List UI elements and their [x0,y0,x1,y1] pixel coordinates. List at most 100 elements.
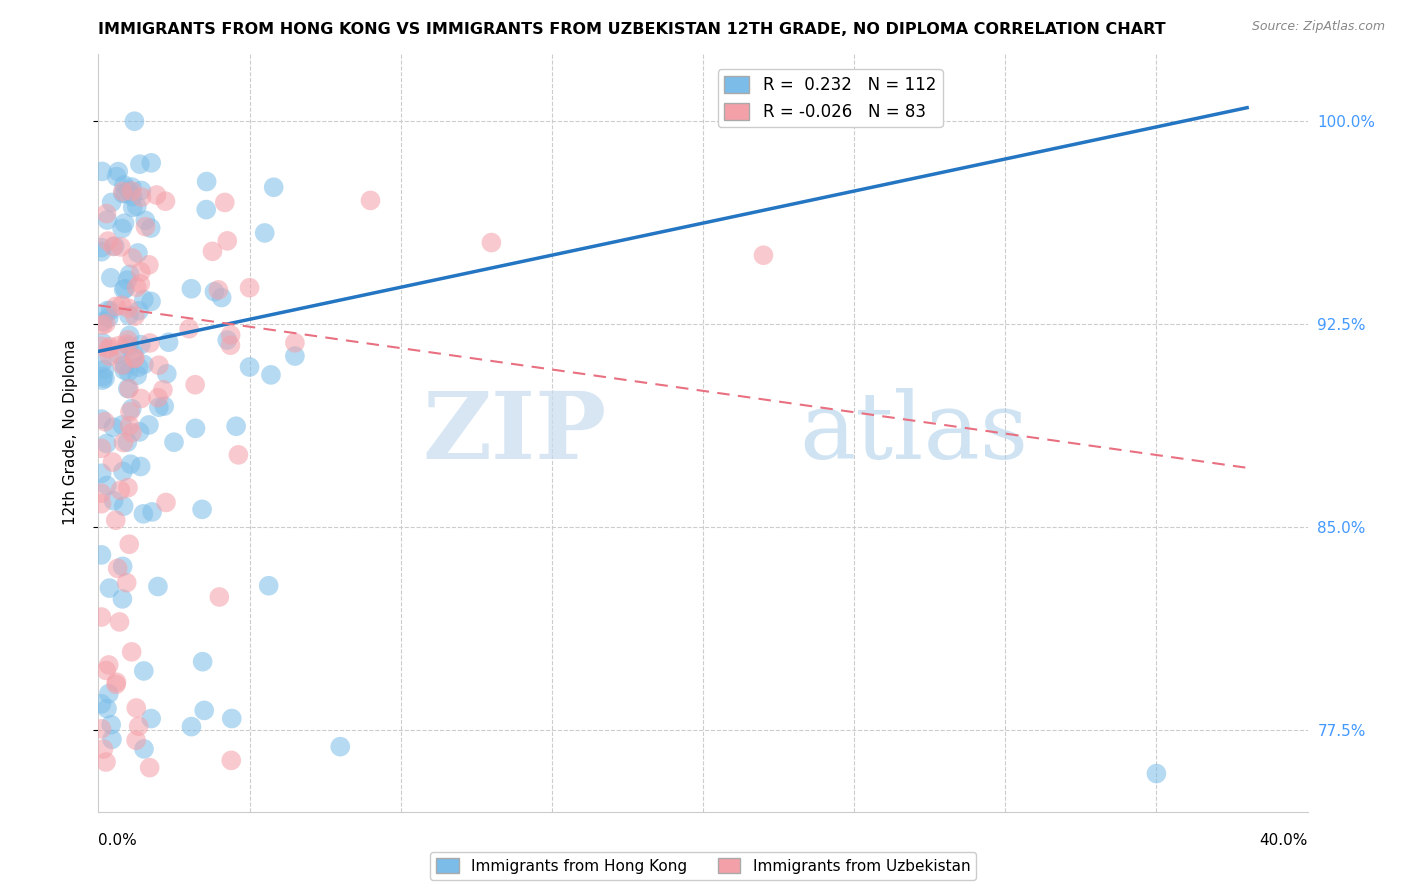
Point [128,719,150,733]
Point [117,481,139,495]
Point [128,425,150,439]
Point [132,664,155,678]
Point [214,195,236,210]
Point [90,467,112,481]
Point [146,391,169,405]
Point [121,190,143,204]
Point [96,436,118,450]
Point [121,180,143,194]
Point [110,483,132,498]
Point [98,340,121,354]
Point [96,303,118,318]
Point [125,280,148,294]
Point [100,195,122,210]
Point [207,283,229,297]
Point [115,337,138,351]
Point [127,246,149,260]
Point [91,164,114,178]
Point [111,559,134,574]
Point [93,742,115,756]
Point [97,234,120,248]
Point [180,720,202,734]
Point [191,655,214,669]
Point [112,363,135,377]
Point [152,383,174,397]
Point [752,248,775,262]
Point [125,733,148,747]
Point [124,351,146,365]
Point [125,701,148,715]
Point [111,185,134,199]
Point [107,339,129,353]
Point [138,258,160,272]
Point [155,194,177,209]
Point [138,417,160,432]
Point [219,753,242,767]
Point [219,328,242,343]
Y-axis label: 12th Grade, No Diploma: 12th Grade, No Diploma [63,340,77,525]
Point [118,339,141,353]
Point [128,303,150,318]
Point [117,365,139,379]
Point [97,687,120,701]
Point [91,315,114,329]
Point [141,156,163,170]
Point [105,169,128,184]
Point [107,347,129,361]
Point [120,457,142,471]
Point [257,579,280,593]
Point [128,157,150,171]
Point [111,298,134,312]
Point [90,697,112,711]
Point [115,575,138,590]
Point [90,244,112,259]
Point [96,478,118,492]
Point [112,499,135,513]
Point [134,213,156,227]
Point [94,415,117,429]
Point [114,282,136,296]
Point [105,675,128,690]
Point [104,299,127,313]
Point [129,337,152,351]
Point [148,358,170,372]
Point [228,448,250,462]
Point [104,239,127,253]
Point [284,335,307,350]
Point [107,164,129,178]
Point [145,188,167,202]
Point [481,235,503,250]
Point [90,241,112,255]
Point [98,581,121,595]
Point [90,442,112,456]
Point [156,367,179,381]
Point [90,339,112,353]
Point [195,202,218,217]
Point [96,664,118,678]
Point [111,358,134,372]
Point [193,703,215,717]
Point [163,435,186,450]
Point [117,273,139,287]
Point [132,507,155,521]
Point [104,513,127,527]
Point [1144,766,1167,780]
Point [103,239,125,253]
Point [90,722,112,736]
Point [148,401,170,415]
Point [329,739,352,754]
Point [219,338,242,352]
Point [129,392,152,406]
Point [179,322,201,336]
Point [217,234,239,248]
Point [118,328,141,343]
Point [201,244,224,259]
Point [121,184,143,198]
Point [360,194,382,208]
Point [90,548,112,562]
Point [118,418,141,433]
Point [132,293,155,307]
Point [239,359,262,374]
Point [121,645,143,659]
Point [129,277,152,291]
